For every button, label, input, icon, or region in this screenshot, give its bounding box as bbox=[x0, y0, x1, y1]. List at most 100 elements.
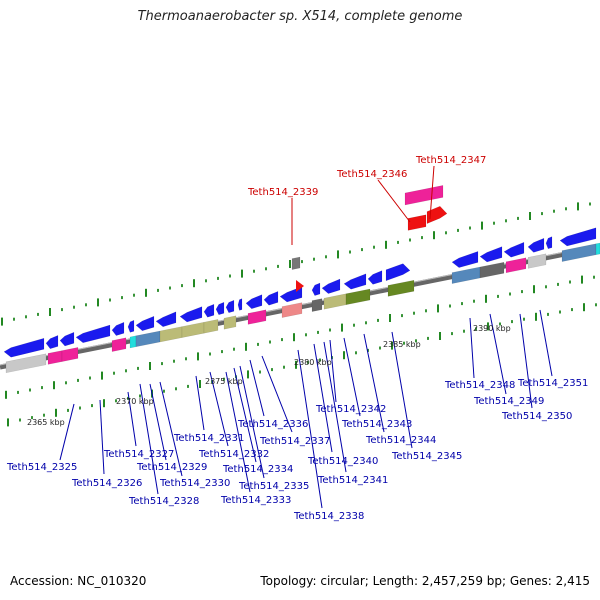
gene-label-highlight[interactable]: Teth514_2339 bbox=[247, 187, 318, 198]
gene-arrow bbox=[75, 324, 111, 344]
gene-label[interactable]: Teth514_2344 bbox=[365, 435, 436, 446]
gene-label[interactable]: Teth514_2351 bbox=[517, 378, 588, 389]
gene-label[interactable]: Teth514_2342 bbox=[315, 404, 386, 415]
gene-label-highlight[interactable]: Teth514_2347 bbox=[415, 155, 486, 166]
gene-arrow bbox=[135, 315, 155, 332]
gene-arrow bbox=[263, 291, 279, 306]
gene-label[interactable]: Teth514_2350 bbox=[501, 411, 572, 422]
tick-row-middle bbox=[5, 275, 595, 399]
gene-arrow bbox=[247, 309, 267, 325]
gene-arrow bbox=[223, 315, 237, 330]
gene-label[interactable]: Teth514_2329 bbox=[136, 462, 207, 473]
leader-line bbox=[489, 313, 507, 395]
gene-label[interactable]: Teth514_2336 bbox=[237, 419, 308, 430]
gene-arrow bbox=[203, 319, 219, 334]
gene-arrow bbox=[281, 302, 303, 318]
gene-arrow bbox=[479, 261, 505, 279]
label-leader-lines bbox=[59, 165, 553, 509]
leader-line bbox=[59, 403, 75, 461]
genome-stats-text: Topology: circular; Length: 2,457,259 bp… bbox=[260, 574, 590, 588]
gene-arrow bbox=[451, 251, 479, 268]
gene-arrow bbox=[527, 237, 545, 253]
gene-arrow bbox=[451, 266, 481, 284]
gene-arrow bbox=[181, 321, 205, 338]
leader-line bbox=[539, 309, 553, 377]
gene-arrow bbox=[527, 253, 547, 269]
gene-arrow bbox=[479, 246, 503, 263]
gene-arrow bbox=[505, 257, 527, 274]
leader-line bbox=[99, 399, 105, 475]
gene-arrow bbox=[155, 311, 177, 328]
gene-arrow bbox=[47, 350, 63, 365]
gene-label[interactable]: Teth514_2326 bbox=[71, 478, 142, 489]
gene-arrow bbox=[237, 298, 243, 311]
gene-label[interactable]: Teth514_2325 bbox=[6, 462, 77, 473]
gene-label[interactable]: Teth514_2348 bbox=[444, 380, 515, 391]
gene-arrow bbox=[59, 331, 75, 347]
gene-label[interactable]: Teth514_2340 bbox=[307, 456, 378, 467]
gene-label[interactable]: Teth514_2337 bbox=[259, 436, 330, 447]
gene-arrow bbox=[545, 236, 553, 250]
leader-line bbox=[195, 375, 205, 431]
gene-arrow bbox=[311, 298, 323, 312]
leader-line bbox=[329, 339, 337, 403]
kbp-label: 2385 kbp bbox=[383, 340, 421, 349]
kbp-label: 2365 kbp bbox=[27, 418, 65, 427]
gene-arrow bbox=[225, 299, 235, 314]
leader-line bbox=[233, 367, 257, 463]
gene-label[interactable]: Teth514_2327 bbox=[103, 449, 174, 460]
gene-arrow bbox=[323, 293, 347, 310]
gene-arrow bbox=[159, 326, 183, 343]
page-title: Thermoanaerobacter sp. X514, complete ge… bbox=[137, 9, 463, 24]
gene-arrow bbox=[129, 335, 137, 349]
leader-line bbox=[159, 381, 183, 477]
gene-features bbox=[3, 185, 600, 374]
kbp-label: 2380 kbp bbox=[294, 358, 332, 367]
gene-arrow bbox=[127, 319, 135, 333]
gene-arrow bbox=[61, 347, 79, 362]
gene-arrow bbox=[111, 321, 125, 336]
gene-arrow bbox=[404, 185, 444, 206]
gene-label[interactable]: Teth514_2332 bbox=[198, 449, 269, 460]
kbp-label: 2390 kbp bbox=[473, 324, 511, 333]
gene-label[interactable]: Teth514_2343 bbox=[341, 419, 412, 430]
gene-arrow bbox=[345, 288, 371, 306]
tick-row-upper bbox=[1, 202, 591, 326]
gene-arrow bbox=[321, 278, 341, 294]
leader-line bbox=[249, 359, 265, 417]
gene-label[interactable]: Teth514_2331 bbox=[173, 433, 244, 444]
leader-line bbox=[239, 365, 265, 479]
gene-arrow bbox=[5, 353, 47, 374]
gene-label[interactable]: Teth514_2349 bbox=[473, 396, 544, 407]
gene-label-highlight[interactable]: Teth514_2346 bbox=[336, 169, 407, 180]
kbp-label: 2370 kbp bbox=[116, 397, 154, 406]
gene-label[interactable]: Teth514_2334 bbox=[222, 464, 293, 475]
gene-label[interactable]: Teth514_2345 bbox=[391, 451, 462, 462]
gene-label[interactable]: Teth514_2338 bbox=[293, 511, 364, 522]
gene-arrow-highlight bbox=[296, 280, 304, 292]
gene-arrow bbox=[111, 337, 127, 352]
gene-label[interactable]: Teth514_2328 bbox=[128, 496, 199, 507]
leader-line bbox=[225, 371, 251, 493]
gene-label[interactable]: Teth514_2335 bbox=[238, 481, 309, 492]
leader-line bbox=[469, 317, 475, 379]
leader-line bbox=[127, 391, 137, 447]
leader-line bbox=[149, 383, 167, 461]
gene-label[interactable]: Teth514_2341 bbox=[317, 475, 388, 486]
leader-line bbox=[323, 341, 347, 473]
leader-line bbox=[313, 343, 333, 453]
gene-arrow bbox=[561, 243, 597, 262]
leader-line bbox=[209, 371, 229, 447]
gene-label[interactable]: Teth514_2333 bbox=[220, 495, 291, 506]
gene-arrow bbox=[595, 242, 600, 256]
gene-arrow bbox=[503, 241, 525, 258]
gene-arrow bbox=[3, 337, 45, 358]
gene-arrow bbox=[215, 301, 225, 316]
gene-label[interactable]: Teth514_2330 bbox=[159, 478, 230, 489]
gene-arrow bbox=[245, 294, 263, 310]
gene-arrow bbox=[135, 330, 161, 348]
gene-arrow bbox=[311, 282, 321, 296]
leader-line bbox=[363, 333, 385, 433]
